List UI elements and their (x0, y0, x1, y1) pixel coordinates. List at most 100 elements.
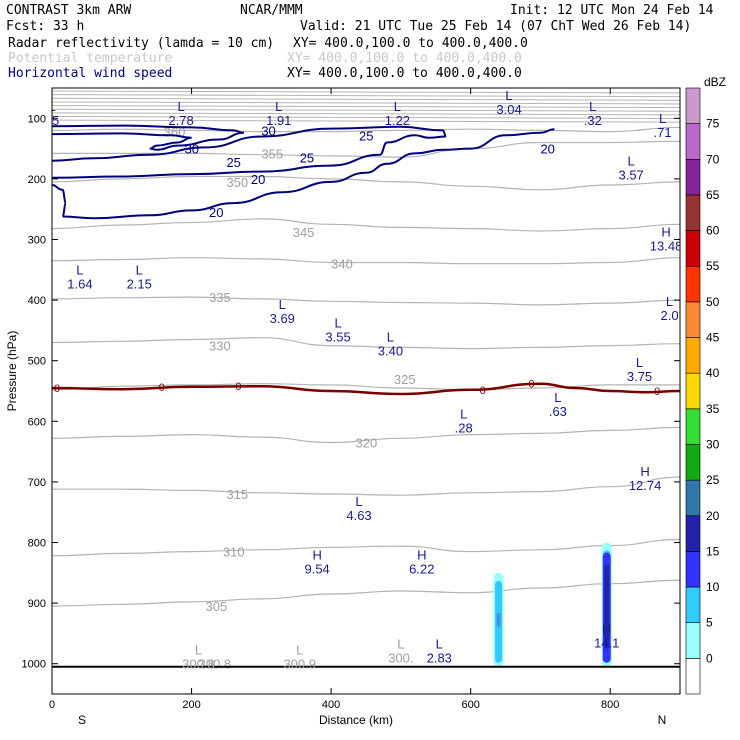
theta-contour-upper (52, 108, 680, 112)
extremum-value: 3.57 (618, 168, 643, 183)
extremum-l: L1.91 (266, 99, 291, 128)
extremum-type: L (554, 390, 561, 405)
colorbar-level: 0 (706, 651, 713, 665)
init-time: Init: 12 UTC Mon 24 Feb 14 (510, 3, 714, 18)
field-1-xy: XY= 400.0,100.0 to 400.0,400.0 (293, 36, 528, 51)
valid-time: Valid: 21 UTC Tue 25 Feb 14 (07 ChT Wed … (300, 19, 691, 34)
theta-contour-upper (52, 97, 680, 101)
extremum-l: L2.78 (168, 99, 193, 128)
freezing-level-label: 0 (654, 386, 660, 398)
field-3-xy: XY= 400.0,100.0 to 400.0,400.0 (287, 66, 522, 81)
extremum-value: .71 (654, 125, 672, 140)
extremum-h: H13.48 (650, 224, 680, 253)
colorbar-level: 75 (706, 117, 720, 131)
extremum-value: 300.8 (182, 657, 215, 672)
extremum-l: L3.75 (627, 355, 652, 384)
extremum-value: 300.9 (283, 657, 316, 672)
reflectivity-cell-1-core (496, 612, 501, 627)
extremum-type: L (659, 111, 666, 126)
y-tick-label: 600 (28, 416, 46, 428)
extremum-type: H (602, 621, 611, 636)
colorbar-swatch (685, 622, 701, 659)
theta-contour-upper (52, 105, 680, 109)
theta-contour-310 (52, 538, 680, 557)
freezing-level-label: 0 (235, 381, 241, 393)
theta-label-345: 345 (293, 225, 315, 240)
extremum-type: H (417, 547, 426, 562)
extremum-value: 2.78 (168, 113, 193, 128)
extremum-value: 2.15 (127, 277, 152, 292)
colorbar-swatch (685, 658, 701, 695)
theta-label-340: 340 (331, 257, 353, 272)
extremum-l: L.63 (549, 390, 567, 419)
colorbar-swatch (685, 87, 701, 124)
theta-label-325: 325 (394, 372, 416, 387)
extremum-l: L4.63 (346, 494, 371, 523)
wind-label-20: 20 (209, 205, 223, 220)
x-axis-label: Distance (km) (319, 713, 393, 727)
colorbar: 0 5 10 15 20 25 30 35 40 45 50 55 60 65 70 75 dBZ (685, 75, 726, 695)
extremum-l: L1.64 (67, 263, 92, 292)
colorbar-level: 55 (706, 259, 720, 273)
plot-frame (51, 87, 681, 695)
extremum-value: .28 (455, 420, 473, 435)
colorbar-swatch (685, 158, 701, 196)
extremum-type: L (636, 355, 643, 370)
extremum-type: L (275, 99, 282, 114)
extremum-l: L.71 (654, 111, 672, 140)
extremum-value: 3.55 (325, 329, 350, 344)
colorbar-level: 40 (706, 366, 720, 380)
colorbar-swatch (685, 301, 701, 338)
wind-label-30: 30 (185, 142, 199, 157)
extremum-type: L (136, 263, 143, 278)
south-label: S (78, 713, 86, 727)
theta-label-310: 310 (223, 545, 245, 560)
colorbar-swatch (685, 515, 701, 552)
field-3-label: Horizontal wind speed (8, 66, 172, 81)
theta-label-320: 320 (356, 436, 378, 451)
extremum-value: 3.04 (496, 102, 521, 117)
colorbar-swatch (685, 194, 701, 231)
model-title: CONTRAST 3km ARW (6, 3, 131, 18)
colorbar-level: 45 (706, 331, 720, 345)
extremum-l: L3.57 (618, 154, 643, 183)
extremum-l: L2.83 (427, 637, 452, 666)
colorbar-level: 35 (706, 402, 720, 416)
wind-label-25: 25 (359, 128, 373, 143)
x-tick-label: 200 (182, 699, 200, 711)
extremum-type: L (397, 637, 404, 652)
extremum-value: .32 (584, 113, 602, 128)
theta-contour-upper (52, 90, 680, 94)
extremum-type: L (279, 297, 286, 312)
freezing-level-label: 0 (54, 383, 60, 395)
x-tick-label: 0 (49, 699, 55, 711)
y-tick-label: 300 (28, 235, 46, 247)
extremum-value: 3.75 (627, 369, 652, 384)
colorbar-level: 5 (706, 616, 713, 630)
colorbar-unit: dBZ (704, 75, 726, 89)
institution-label: NCAR/MMM (240, 3, 303, 18)
theta-contour-360 (52, 126, 680, 133)
extremum-value: 2.83 (427, 651, 452, 666)
colorbar-level: 10 (706, 580, 720, 594)
y-tick-label: 1000 (22, 659, 46, 671)
colorbar-swatch (685, 265, 701, 303)
colorbar-swatch (685, 408, 701, 445)
wind-label-25: 25 (226, 155, 240, 170)
north-label: N (658, 713, 667, 727)
extremum-l: L2.15 (127, 263, 152, 292)
extremum-value: 1.22 (385, 113, 410, 128)
theta-contour-330 (52, 337, 680, 350)
extremum-value: 1.91 (266, 113, 291, 128)
extremum-h: H14.1 (594, 621, 619, 650)
y-tick-label: 500 (28, 356, 46, 368)
y-tick-label: 900 (28, 598, 46, 610)
extremum-value: 9.54 (304, 561, 329, 576)
theta-contour-325 (52, 383, 680, 391)
extremum-type: L (394, 99, 401, 114)
extremum-type: L (666, 294, 673, 309)
extremum-type: L (296, 643, 303, 658)
